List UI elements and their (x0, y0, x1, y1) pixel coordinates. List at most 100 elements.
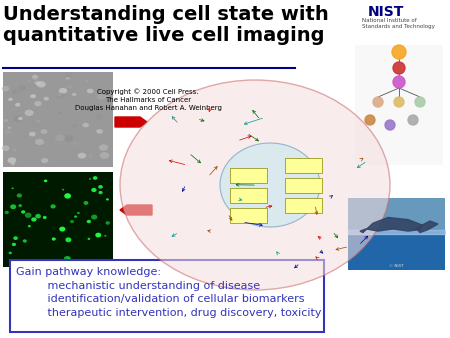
Ellipse shape (95, 114, 103, 120)
Text: NIST: NIST (368, 5, 405, 19)
Ellipse shape (36, 81, 46, 88)
Ellipse shape (28, 225, 31, 227)
Ellipse shape (55, 135, 65, 141)
Ellipse shape (105, 221, 110, 225)
Ellipse shape (31, 120, 39, 126)
Ellipse shape (76, 108, 80, 111)
Circle shape (394, 97, 404, 107)
Ellipse shape (91, 215, 97, 219)
Ellipse shape (40, 129, 47, 134)
FancyBboxPatch shape (230, 188, 266, 202)
Ellipse shape (98, 185, 103, 189)
Ellipse shape (12, 90, 17, 94)
FancyBboxPatch shape (348, 198, 445, 270)
Ellipse shape (62, 116, 70, 122)
Ellipse shape (104, 95, 109, 99)
Ellipse shape (50, 143, 57, 148)
FancyBboxPatch shape (230, 208, 266, 222)
Ellipse shape (120, 80, 390, 290)
Ellipse shape (32, 75, 38, 80)
Ellipse shape (220, 143, 320, 227)
Ellipse shape (68, 78, 78, 85)
Ellipse shape (106, 198, 109, 200)
Ellipse shape (59, 88, 67, 94)
Circle shape (385, 120, 395, 130)
Text: Copyright © 2000 Cell Press.
The Hallmarks of Cancer
Douglas Hanahan and Robert : Copyright © 2000 Cell Press. The Hallmar… (75, 88, 221, 111)
FancyBboxPatch shape (284, 158, 321, 172)
Ellipse shape (4, 119, 8, 122)
Ellipse shape (87, 238, 90, 240)
Ellipse shape (93, 176, 98, 180)
Ellipse shape (89, 154, 92, 157)
FancyBboxPatch shape (284, 197, 321, 213)
Ellipse shape (72, 93, 76, 96)
Ellipse shape (67, 258, 70, 261)
Ellipse shape (18, 204, 22, 207)
Ellipse shape (91, 92, 95, 95)
Ellipse shape (41, 158, 48, 163)
Ellipse shape (82, 123, 89, 127)
Ellipse shape (50, 204, 56, 209)
Ellipse shape (35, 214, 41, 218)
FancyArrow shape (120, 205, 152, 215)
Ellipse shape (65, 237, 72, 242)
Ellipse shape (66, 77, 70, 80)
Ellipse shape (1, 145, 9, 151)
Ellipse shape (8, 98, 13, 101)
Ellipse shape (96, 129, 103, 134)
Ellipse shape (72, 141, 80, 146)
Ellipse shape (85, 79, 89, 82)
Ellipse shape (4, 211, 9, 214)
Ellipse shape (97, 94, 105, 100)
Ellipse shape (87, 89, 94, 93)
Ellipse shape (99, 144, 108, 151)
Polygon shape (416, 221, 438, 233)
Ellipse shape (12, 243, 16, 246)
Circle shape (373, 97, 383, 107)
Ellipse shape (59, 227, 65, 232)
Circle shape (393, 62, 405, 74)
Ellipse shape (72, 124, 77, 128)
Ellipse shape (77, 212, 80, 214)
Ellipse shape (64, 135, 74, 142)
Ellipse shape (67, 85, 72, 89)
Polygon shape (360, 217, 423, 233)
Ellipse shape (31, 217, 36, 222)
Ellipse shape (30, 94, 36, 98)
Ellipse shape (34, 101, 42, 106)
Ellipse shape (95, 233, 101, 238)
Ellipse shape (44, 97, 49, 101)
Ellipse shape (15, 103, 20, 106)
Ellipse shape (84, 201, 88, 205)
Ellipse shape (89, 178, 91, 180)
Ellipse shape (33, 75, 37, 78)
Ellipse shape (98, 130, 103, 134)
Ellipse shape (35, 139, 44, 145)
Ellipse shape (21, 210, 25, 214)
Ellipse shape (29, 132, 36, 137)
Circle shape (408, 115, 418, 125)
FancyBboxPatch shape (355, 45, 443, 165)
Ellipse shape (14, 236, 18, 240)
Ellipse shape (35, 120, 40, 123)
Text: Gain pathway knowledge:
         mechanistic understanding of disease
         i: Gain pathway knowledge: mechanistic unde… (16, 267, 321, 318)
Ellipse shape (25, 213, 32, 218)
Ellipse shape (12, 188, 14, 189)
Ellipse shape (13, 116, 22, 122)
Ellipse shape (100, 152, 109, 159)
Circle shape (415, 97, 425, 107)
Ellipse shape (34, 81, 40, 85)
Ellipse shape (99, 191, 103, 194)
FancyBboxPatch shape (284, 177, 321, 193)
Circle shape (393, 76, 405, 88)
Ellipse shape (64, 256, 71, 262)
FancyBboxPatch shape (10, 260, 324, 332)
Ellipse shape (27, 79, 32, 82)
Circle shape (392, 45, 406, 59)
Ellipse shape (13, 148, 17, 151)
Ellipse shape (95, 129, 98, 132)
FancyArrow shape (115, 117, 147, 127)
FancyBboxPatch shape (230, 168, 266, 183)
Ellipse shape (17, 85, 26, 91)
Ellipse shape (8, 127, 11, 129)
